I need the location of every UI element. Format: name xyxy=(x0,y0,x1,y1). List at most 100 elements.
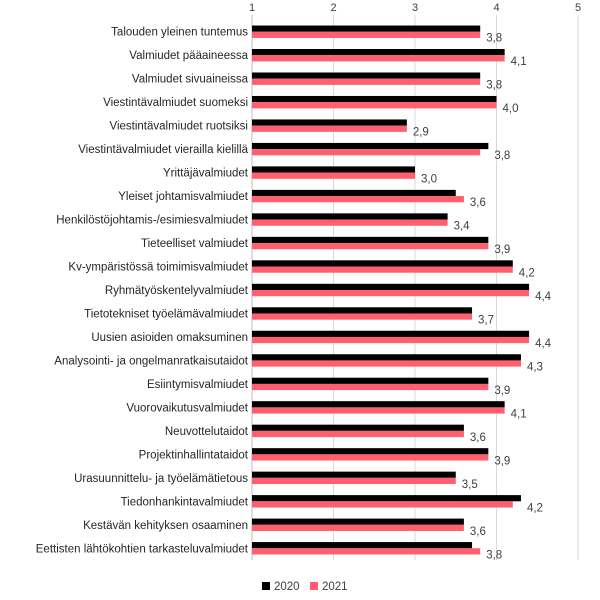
category-label: Esiintymisvalmiudet xyxy=(147,379,249,391)
data-label: 3,6 xyxy=(470,526,486,538)
category-labels: Talouden yleinen tuntemus Valmiudet pääai… xyxy=(36,27,249,556)
bar-2020 xyxy=(252,471,456,478)
category-label: Ryhmätyöskentelyvalmiudet xyxy=(105,285,249,297)
data-label: 3,0 xyxy=(421,174,437,186)
bar-2021 xyxy=(252,430,464,438)
x-axis-ticks: 1 2 3 4 5 xyxy=(249,2,581,14)
category-label: Viestintävalmiudet suomeksi xyxy=(103,97,248,109)
x-tick-label: 1 xyxy=(249,2,255,14)
category-label: Valmiudet pääaineessa xyxy=(129,50,248,62)
data-label: 4,2 xyxy=(527,502,543,514)
bar-2020 xyxy=(252,495,521,502)
bar-2021 xyxy=(252,219,448,226)
category-label: Tietotekniset työelämävalmiudet xyxy=(84,308,249,320)
bar-2020 xyxy=(252,424,464,431)
bar-2021 xyxy=(252,55,505,62)
bar-2021 xyxy=(252,548,481,555)
bar-2020 xyxy=(252,72,481,79)
data-label: 3,9 xyxy=(494,244,510,256)
x-tick-label: 2 xyxy=(330,2,336,14)
bar-2021 xyxy=(252,454,489,461)
bar-2021 xyxy=(252,266,513,273)
x-tick-label: 3 xyxy=(412,2,418,14)
bar-2021 xyxy=(252,149,481,156)
category-label: Uusien asioiden omaksuminen xyxy=(91,332,248,344)
data-label: 3,6 xyxy=(470,197,486,209)
bar-2021 xyxy=(252,125,407,132)
bar-2020 xyxy=(252,448,489,455)
bar-2020 xyxy=(252,354,521,361)
data-labels: 3,84,13,84,02,93,83,03,63,43,94,24,43,74… xyxy=(413,33,552,562)
bar-2020 xyxy=(252,95,497,103)
data-label: 2,9 xyxy=(413,127,429,139)
category-label: Henkilöstöjohtamis-/esimiesvalmiudet xyxy=(56,215,249,227)
bar-2020 xyxy=(252,330,530,337)
category-label: Talouden yleinen tuntemus xyxy=(111,27,248,39)
category-label: Vuorovaikutusvalmiudet xyxy=(126,402,248,414)
data-label: 4,4 xyxy=(535,338,552,350)
bar-2020 xyxy=(252,166,415,173)
data-label: 4,3 xyxy=(527,361,543,373)
bar-2020 xyxy=(252,119,407,126)
legend-swatch-2021 xyxy=(310,582,318,590)
data-label: 3,9 xyxy=(494,455,510,467)
legend-swatch-2020 xyxy=(262,582,270,590)
bar-2021 xyxy=(252,383,489,391)
bar-2020 xyxy=(252,401,505,408)
category-label: Tiedonhankintavalmiudet xyxy=(121,496,249,508)
data-label: 3,8 xyxy=(486,33,502,45)
data-label: 4,1 xyxy=(511,408,527,420)
legend: 2020 2021 xyxy=(262,581,348,593)
category-label: Eettisten lähtökohtien tarkasteluvalmiud… xyxy=(36,543,249,555)
bar-2020 xyxy=(252,377,489,384)
bar-2020 xyxy=(252,142,489,150)
data-label: 3,8 xyxy=(486,80,502,92)
bar-2020 xyxy=(252,49,505,56)
bar-2021 xyxy=(252,243,489,250)
category-label: Yleiset johtamisvalmiudet xyxy=(118,191,249,203)
bar-2021 xyxy=(252,501,513,508)
bar-2021 xyxy=(252,78,481,85)
category-label: Projektinhallintataidot xyxy=(139,449,249,461)
bar-2021 xyxy=(252,290,530,297)
bar-2021 xyxy=(252,196,464,203)
data-label: 3,8 xyxy=(494,150,510,162)
data-label: 3,5 xyxy=(462,479,478,491)
category-label: Urasuunnittelu- ja työelämätietous xyxy=(74,473,248,485)
category-label: Analysointi- ja ongelmanratkaisutaidot xyxy=(54,355,248,367)
category-label: Kv-ympäristössä toimimisvalmiudet xyxy=(68,262,248,274)
data-label: 3,6 xyxy=(470,432,486,444)
bar-2020 xyxy=(252,189,456,197)
data-label: 3,8 xyxy=(486,549,502,561)
bar-2021 xyxy=(252,172,415,179)
bar-2021 xyxy=(252,407,505,414)
category-label: Kestävän kehityksen osaaminen xyxy=(83,520,248,532)
data-label: 4,4 xyxy=(535,291,552,303)
category-label: Viestintävalmiudet ruotsiksi xyxy=(110,121,249,133)
bar-2020 xyxy=(252,25,481,32)
data-label: 4,2 xyxy=(519,268,535,280)
category-label: Neuvottelutaidot xyxy=(165,426,249,438)
data-label: 4,1 xyxy=(511,56,527,68)
data-label: 3,4 xyxy=(454,221,471,233)
category-label: Tieteelliset valmiudet xyxy=(141,238,249,250)
bar-2021 xyxy=(252,477,456,485)
data-label: 4,0 xyxy=(503,103,519,115)
legend-label: 2020 xyxy=(274,581,300,593)
bar-2021 xyxy=(252,524,464,531)
bar-2020 xyxy=(252,307,473,314)
x-tick-label: 4 xyxy=(493,2,499,14)
legend-label: 2021 xyxy=(322,581,348,593)
bar-2020 xyxy=(252,260,513,267)
bar-2021 xyxy=(252,102,497,109)
bar-2020 xyxy=(252,542,473,549)
data-label: 3,7 xyxy=(478,314,494,326)
category-label: Valmiudet sivuaineissa xyxy=(132,74,249,86)
data-label: 3,9 xyxy=(494,385,510,397)
bar-2020 xyxy=(252,213,448,220)
x-tick-label: 5 xyxy=(575,2,581,14)
bar-2021 xyxy=(252,313,473,320)
bars xyxy=(252,25,530,555)
bar-2020 xyxy=(252,518,464,525)
